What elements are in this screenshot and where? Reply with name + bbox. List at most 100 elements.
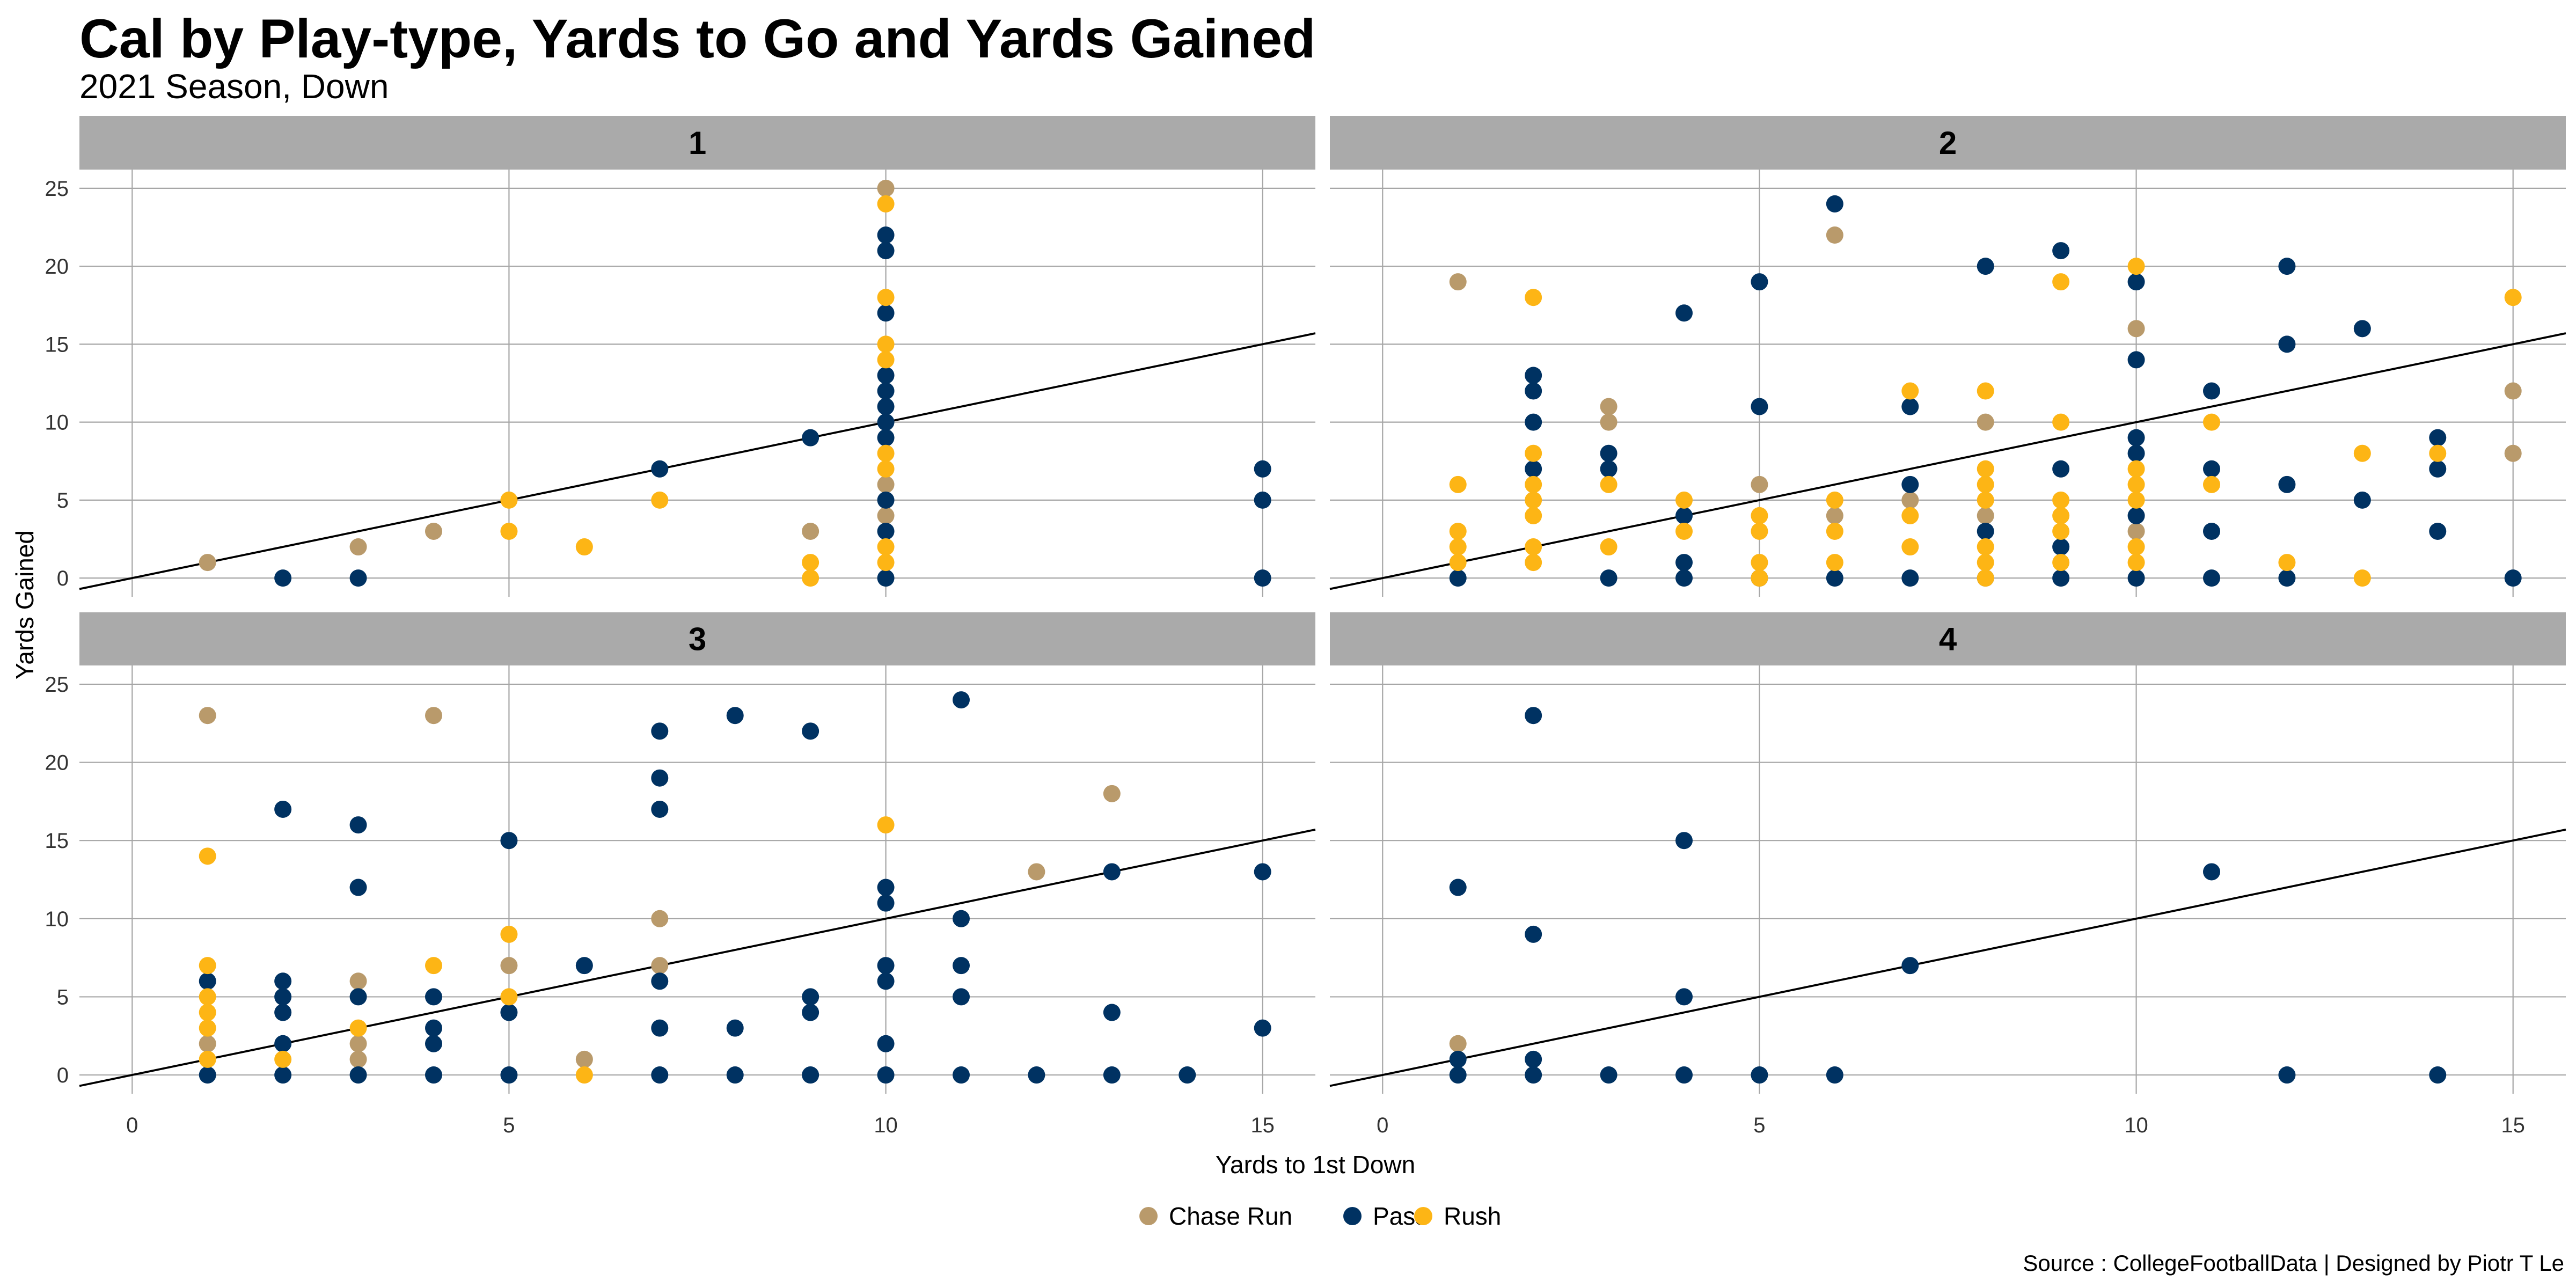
point-pass-2	[2353, 320, 2371, 338]
point-pass-3	[877, 957, 895, 975]
point-pass-3	[952, 1066, 970, 1084]
point-pass-3	[349, 816, 367, 834]
point-pass-2	[2127, 444, 2145, 462]
y-tick-label-3-25: 25	[45, 673, 69, 697]
point-chase-run-3	[1028, 863, 1045, 881]
point-pass-1	[274, 569, 292, 587]
chart-subtitle: 2021 Season, Down	[79, 67, 389, 106]
point-chase-run-1	[877, 179, 895, 197]
point-pass-3	[952, 691, 970, 709]
point-rush-2	[1977, 538, 1994, 556]
legend-key-rush	[1414, 1207, 1432, 1225]
facet-label-3: 3	[689, 621, 706, 657]
point-pass-2	[1901, 398, 1919, 415]
point-rush-3	[199, 988, 216, 1006]
point-pass-2	[1675, 507, 1693, 524]
point-pass-3	[877, 894, 895, 912]
point-chase-run-2	[1977, 507, 1994, 524]
facet-label-4: 4	[1939, 621, 1957, 657]
point-chase-run-2	[2504, 444, 2522, 462]
point-rush-2	[1675, 491, 1693, 509]
point-rush-3	[199, 847, 216, 865]
point-pass-4	[1675, 988, 1693, 1006]
point-pass-2	[2052, 242, 2070, 260]
point-chase-run-2	[1901, 491, 1919, 509]
point-pass-3	[651, 800, 669, 818]
point-pass-2	[1600, 460, 1618, 478]
point-chase-run-3	[575, 1050, 593, 1068]
point-pass-4	[1449, 1050, 1467, 1068]
point-rush-1	[877, 554, 895, 572]
point-pass-2	[2127, 273, 2145, 291]
point-pass-3	[1254, 1019, 1271, 1037]
point-pass-1	[651, 460, 669, 478]
point-rush-2	[1826, 522, 1843, 540]
point-pass-4	[1901, 957, 1919, 975]
point-rush-2	[2052, 554, 2070, 572]
point-chase-run-3	[1103, 785, 1121, 802]
point-pass-4	[1525, 925, 1542, 943]
point-pass-2	[1977, 258, 1994, 275]
point-pass-3	[1103, 1004, 1121, 1021]
point-rush-3	[425, 957, 443, 975]
point-pass-3	[500, 1004, 518, 1021]
point-pass-2	[1525, 460, 1542, 478]
point-rush-3	[199, 1019, 216, 1037]
point-chase-run-2	[1826, 507, 1843, 524]
point-pass-2	[2429, 460, 2447, 478]
reference-line-4	[1329, 828, 2566, 1087]
point-rush-2	[1977, 569, 1994, 587]
y-tick-label-3-0: 0	[57, 1064, 69, 1087]
point-pass-2	[2278, 569, 2296, 587]
point-rush-2	[1525, 475, 1542, 493]
facet-label-1: 1	[689, 125, 706, 161]
point-pass-3	[877, 879, 895, 896]
point-rush-2	[1751, 522, 1768, 540]
point-rush-2	[2353, 569, 2371, 587]
point-rush-1	[877, 289, 895, 306]
point-pass-3	[274, 1004, 292, 1021]
point-pass-4	[2202, 863, 2220, 881]
point-chase-run-3	[425, 707, 443, 724]
point-rush-2	[1977, 475, 1994, 493]
point-rush-2	[1977, 491, 1994, 509]
point-rush-2	[2127, 554, 2145, 572]
point-pass-2	[2202, 569, 2220, 587]
point-pass-3	[726, 1066, 744, 1084]
point-rush-2	[2052, 273, 2070, 291]
point-pass-2	[2353, 491, 2371, 509]
point-chase-run-2	[1600, 398, 1618, 415]
point-rush-3	[575, 1066, 593, 1084]
point-pass-1	[349, 569, 367, 587]
point-pass-2	[2127, 351, 2145, 369]
point-pass-4	[1449, 1066, 1467, 1084]
point-pass-3	[651, 1066, 669, 1084]
point-rush-1	[651, 491, 669, 509]
point-rush-1	[575, 538, 593, 556]
point-rush-2	[2127, 538, 2145, 556]
source-caption: Source : CollegeFootballData | Designed …	[2023, 1250, 2564, 1276]
facet-strip-1	[79, 116, 1315, 170]
facet-strip-3	[79, 612, 1315, 665]
point-pass-3	[349, 988, 367, 1006]
point-rush-2	[1600, 475, 1618, 493]
point-pass-3	[802, 1004, 819, 1021]
point-pass-3	[274, 972, 292, 990]
point-rush-2	[2127, 491, 2145, 509]
point-pass-1	[877, 569, 895, 587]
point-rush-3	[500, 988, 518, 1006]
point-pass-1	[877, 242, 895, 260]
point-chase-run-2	[2504, 382, 2522, 400]
point-rush-2	[2278, 554, 2296, 572]
y-tick-label-1-25: 25	[45, 177, 69, 201]
point-chase-run-1	[877, 507, 895, 524]
point-pass-3	[425, 1035, 443, 1052]
point-pass-3	[952, 910, 970, 927]
point-pass-1	[1254, 491, 1271, 509]
facet-strip-4	[1330, 612, 2566, 665]
point-chase-run-3	[651, 910, 669, 927]
point-chase-run-2	[2127, 522, 2145, 540]
point-pass-1	[1254, 569, 1271, 587]
legend-key-pass	[1343, 1207, 1362, 1225]
point-rush-2	[1826, 491, 1843, 509]
